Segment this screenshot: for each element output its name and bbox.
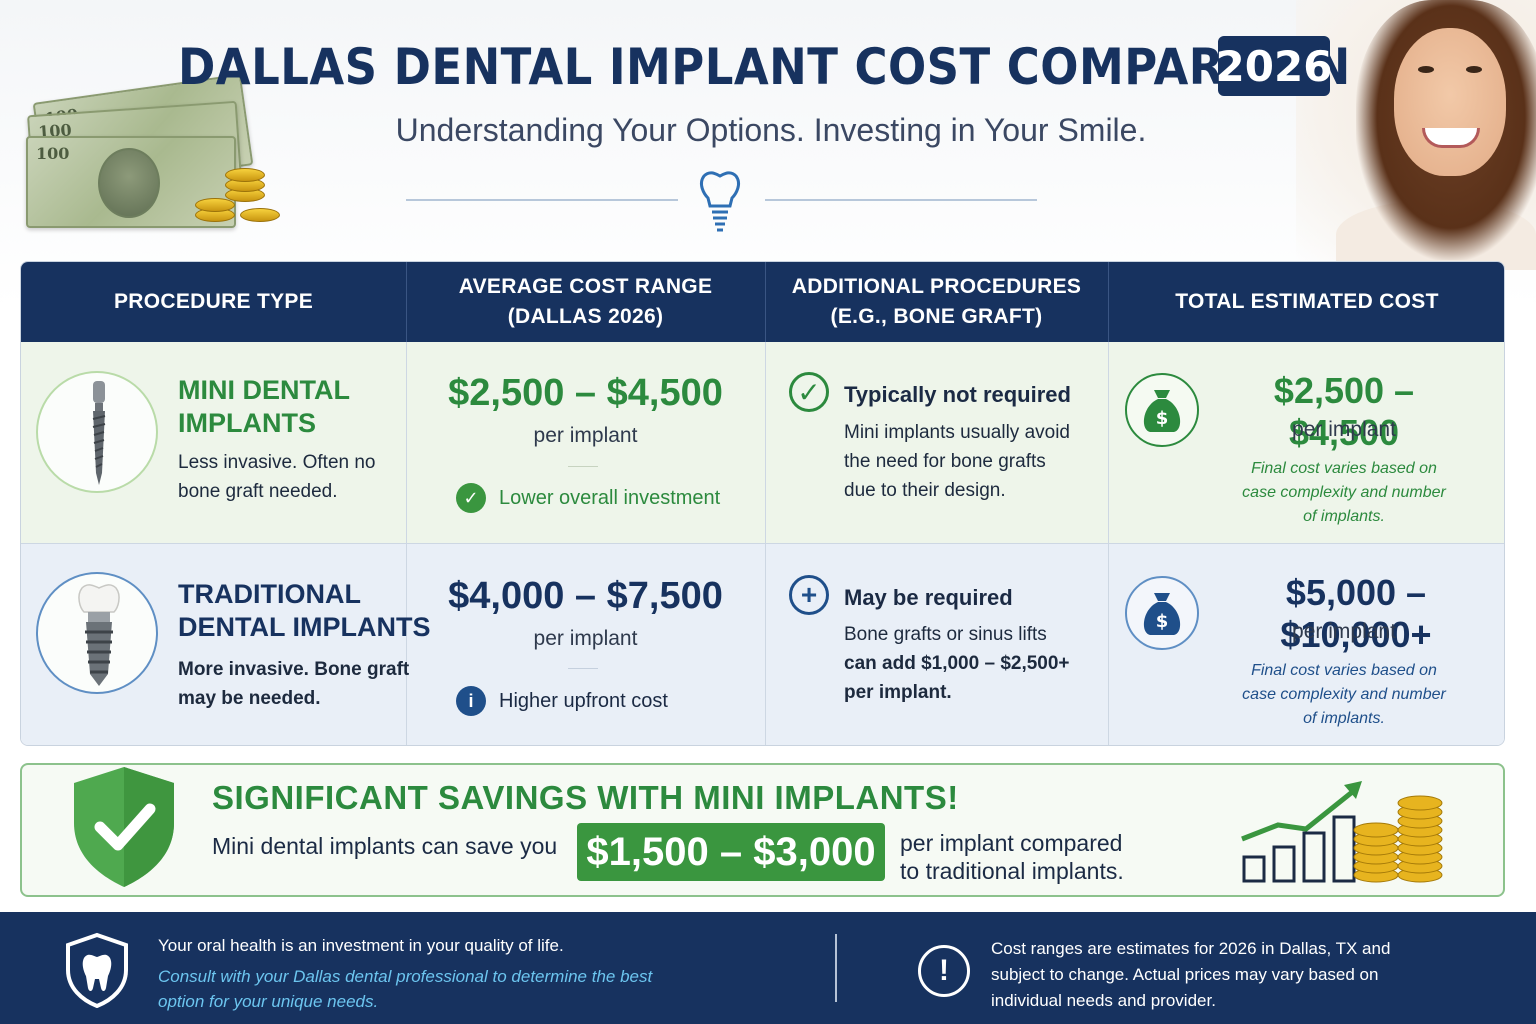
savings-lead: Mini dental implants can save you <box>212 833 558 859</box>
traditional-additional-description: Bone grafts or sinus lifts <box>844 624 1047 645</box>
shield-tooth-icon <box>66 932 128 1008</box>
title-text: DALLAS DENTAL IMPLANT COST COMPARISON <box>178 38 1351 96</box>
table-row-traditional-implants: TRADITIONAL DENTAL IMPLANTS More invasiv… <box>21 543 1504 745</box>
mini-cost-note: Lower overall investment <box>499 487 721 509</box>
mini-total: $2,500 – $4,500 <box>1273 370 1415 453</box>
mini-additional-title: Typically not required <box>844 382 1071 407</box>
page-subtitle: Understanding Your Options. Investing in… <box>395 112 1147 148</box>
mini-implant-image <box>36 371 158 493</box>
growth-chart-coins-icon <box>1241 781 1443 883</box>
footer: Your oral health is an investment in you… <box>0 912 1536 1024</box>
mini-cost-separator <box>568 466 598 467</box>
footer-disclaimer: Cost ranges are estimates for 2026 in Da… <box>991 939 1391 1010</box>
footer-separator <box>835 934 837 1002</box>
check-circle-outline-icon: ✓ <box>789 372 829 412</box>
column-header-additional: ADDITIONAL PROCEDURES (E.G., BONE GRAFT) <box>791 275 1082 328</box>
mini-implant-name: MINI DENTAL IMPLANTS <box>178 375 350 438</box>
traditional-implant-name: TRADITIONAL DENTAL IMPLANTS <box>178 579 431 642</box>
traditional-additional-title: May be required <box>844 585 1013 610</box>
smiling-woman-photo <box>1296 0 1536 270</box>
column-header-average-cost: AVERAGE COST RANGE (DALLAS 2026) <box>458 275 713 328</box>
check-circle-icon: ✓ <box>456 483 486 513</box>
traditional-total-note: Final cost varies based on case complexi… <box>1242 662 1446 727</box>
table-row-mini-implants: MINI DENTAL IMPLANTS Less invasive. Ofte… <box>21 342 1504 543</box>
traditional-additional-cost: can add $1,000 – $2,500+ per implant. <box>844 653 1070 703</box>
traditional-total-unit: per implant <box>1292 620 1396 643</box>
traditional-cost-note: Higher upfront cost <box>499 690 668 712</box>
money-stack-image: 100 100 100 <box>20 73 290 250</box>
traditional-cost-range: $4,000 – $7,500 <box>448 575 723 617</box>
exclamation-circle-icon: ! <box>918 945 970 997</box>
money-bag-icon: $ <box>1125 576 1199 650</box>
money-bag-icon: $ <box>1125 373 1199 447</box>
tooth-implant-icon <box>700 171 740 232</box>
savings-amount: $1,500 – $3,000 <box>577 823 885 881</box>
traditional-implant-description: More invasive. Bone graft may be needed. <box>178 659 410 709</box>
mini-total-note: Final cost varies based on case complexi… <box>1242 460 1446 525</box>
footer-investment-text: Your oral health is an investment in you… <box>158 936 564 955</box>
savings-banner: SIGNIFICANT SAVINGS WITH MINI IMPLANTS! … <box>20 763 1505 897</box>
mini-cost-range: $2,500 – $4,500 <box>448 372 723 414</box>
mini-total-unit: per implant <box>1292 418 1396 441</box>
header-divider-right <box>765 199 1037 201</box>
table-header: PROCEDURE TYPE AVERAGE COST RANGE (DALLA… <box>21 262 1504 342</box>
svg-text:$: $ <box>1156 408 1169 429</box>
mini-additional-description: Mini implants usually avoid the need for… <box>844 422 1070 501</box>
header-divider-left <box>406 199 678 201</box>
traditional-cost-unit: per implant <box>533 627 638 650</box>
info-icon: i <box>456 686 486 716</box>
traditional-cost-separator <box>568 668 598 669</box>
savings-tail: per implant compared to traditional impl… <box>900 830 1124 884</box>
footer-consult-text: Consult with your Dallas dental professi… <box>158 967 653 1011</box>
column-header-procedure: PROCEDURE TYPE <box>113 290 314 313</box>
page-title: DALLAS DENTAL IMPLANT COST COMPARISON <box>178 34 1481 100</box>
cost-comparison-table: PROCEDURE TYPE AVERAGE COST RANGE (DALLA… <box>20 261 1505 746</box>
savings-title: SIGNIFICANT SAVINGS WITH MINI IMPLANTS! <box>212 779 959 816</box>
shield-check-icon <box>74 767 174 887</box>
mini-implant-description: Less invasive. Often no bone graft neede… <box>178 452 376 502</box>
plus-circle-icon: + <box>789 575 829 615</box>
column-header-total: TOTAL ESTIMATED COST <box>1175 290 1439 313</box>
year-badge: 2026 <box>1216 36 1332 96</box>
traditional-total: $5,000 – $10,000+ <box>1280 572 1432 655</box>
traditional-implant-image <box>36 572 158 694</box>
mini-cost-unit: per implant <box>533 424 638 447</box>
svg-text:$: $ <box>1156 611 1169 632</box>
